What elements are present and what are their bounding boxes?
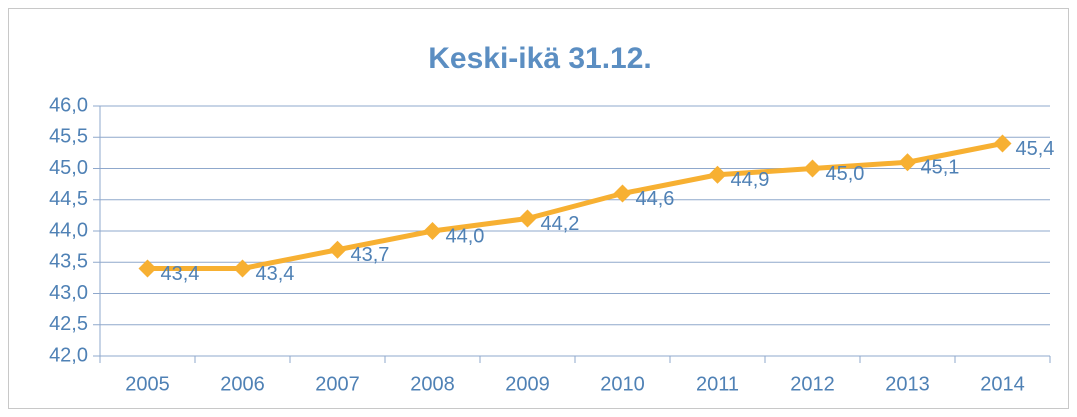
data-point <box>138 259 157 278</box>
data-label: 43,7 <box>351 244 390 266</box>
chart-title: Keski-ikä 31.12. <box>428 42 652 75</box>
data-label: 44,9 <box>731 169 770 191</box>
chart-frame <box>8 8 1069 409</box>
data-label: 44,0 <box>446 225 485 247</box>
data-point <box>708 165 727 184</box>
x-tick-label: 2005 <box>125 373 170 395</box>
y-tick-label: 42,5 <box>49 313 88 335</box>
y-tick-label: 42,0 <box>49 344 88 366</box>
data-point <box>423 222 442 240</box>
x-tick-label: 2011 <box>696 373 739 395</box>
data-point <box>898 153 917 172</box>
data-label: 44,6 <box>636 188 675 210</box>
y-tick-label: 44,0 <box>49 219 88 241</box>
data-point <box>993 134 1012 153</box>
data-label: 45,4 <box>1016 138 1055 160</box>
x-tick-label: 2013 <box>885 373 930 395</box>
x-tick-label: 2014 <box>980 373 1025 395</box>
data-line <box>147 141 1003 271</box>
y-tick-label: 45,5 <box>49 126 88 148</box>
data-label: 43,4 <box>161 263 200 285</box>
data-point <box>328 240 347 259</box>
data-point <box>518 209 537 228</box>
y-tick-label: 43,5 <box>49 251 88 273</box>
x-tick-label: 2009 <box>505 373 550 395</box>
data-label: 45,1 <box>921 157 960 179</box>
x-tick-label: 2008 <box>410 373 455 395</box>
y-tick-label: 46,0 <box>49 94 88 116</box>
x-tick-label: 2006 <box>220 373 265 395</box>
y-tick-label: 45,0 <box>49 157 88 179</box>
data-point <box>233 259 252 278</box>
x-tick-label: 2007 <box>315 373 360 395</box>
data-label: 45,0 <box>826 163 865 185</box>
y-tick-label: 44,5 <box>49 188 88 210</box>
x-tick-label: 2012 <box>790 373 835 395</box>
data-point <box>613 184 632 203</box>
x-tick-label: 2010 <box>600 373 645 395</box>
data-label: 43,4 <box>256 263 295 285</box>
data-point <box>803 159 822 178</box>
y-tick-label: 43,0 <box>49 282 88 304</box>
data-label: 44,2 <box>541 213 580 235</box>
